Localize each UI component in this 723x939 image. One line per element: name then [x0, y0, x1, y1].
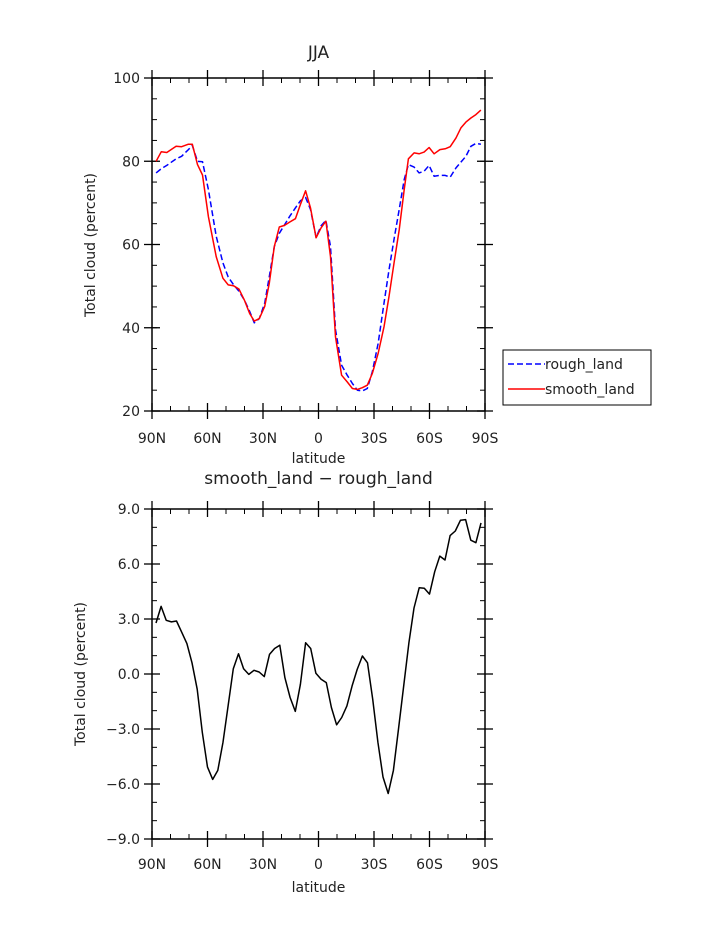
bottom-panel-difference: −9.0 −6.0 −3.0 0.0 3.0 6.0 9.0 90N 60N 30N 0 30S 60S…: [73, 469, 498, 896]
y-tick-label: −6.0: [106, 777, 140, 793]
y-tick-label: 6.0: [118, 557, 140, 573]
x-tick-label: 90S: [472, 431, 499, 447]
y-tick-label: 3.0: [118, 612, 140, 628]
y-tick-label: 20: [122, 404, 140, 420]
y-tick-label: 80: [122, 154, 140, 170]
x-axis-label: latitude: [292, 451, 346, 467]
plot-frame: [151, 508, 486, 840]
series-line-difference: [155, 518, 482, 795]
x-tick-label: 90N: [138, 431, 166, 447]
x-tick-label: 90S: [472, 857, 499, 873]
x-tick-label: 60N: [193, 431, 221, 447]
x-tick-label: 30S: [361, 431, 388, 447]
plot-frame: [151, 77, 486, 412]
x-axis-label: latitude: [292, 880, 346, 896]
y-axis-label: Total cloud (percent): [83, 173, 99, 318]
y-tick-label: 40: [122, 321, 140, 337]
y-tick-label: −9.0: [106, 832, 140, 848]
legend-label: smooth_land: [545, 382, 635, 398]
legend-label: rough_land: [545, 357, 623, 373]
y-tick-label: 0.0: [118, 667, 140, 683]
x-tick-label: 60S: [416, 431, 443, 447]
x-tick-label: 90N: [138, 857, 166, 873]
x-tick-label: 60N: [193, 857, 221, 873]
legend: rough_land smooth_land: [502, 349, 652, 406]
series-line-smooth-land: [155, 109, 482, 391]
y-tick-label: −3.0: [106, 722, 140, 738]
y-tick-label: 100: [113, 71, 140, 87]
x-tick-label: 0: [314, 431, 323, 447]
y-axis-label: Total cloud (percent): [73, 602, 89, 747]
legend-box: [502, 349, 652, 406]
y-tick-label: 9.0: [118, 502, 140, 518]
top-panel-jja: 20 40 60 80 100 90N 60N 30N 0 30S 60S 90S JJA latitud…: [83, 43, 498, 467]
x-tick-label: 30S: [361, 857, 388, 873]
series-line-rough-land: [155, 142, 482, 392]
chart-title: smooth_land − rough_land: [204, 469, 432, 489]
x-tick-label: 60S: [416, 857, 443, 873]
x-tick-label: 0: [314, 857, 323, 873]
x-tick-label: 30N: [249, 857, 277, 873]
chart-title: JJA: [307, 43, 330, 63]
x-tick-label: 30N: [249, 431, 277, 447]
y-tick-label: 60: [122, 238, 140, 254]
